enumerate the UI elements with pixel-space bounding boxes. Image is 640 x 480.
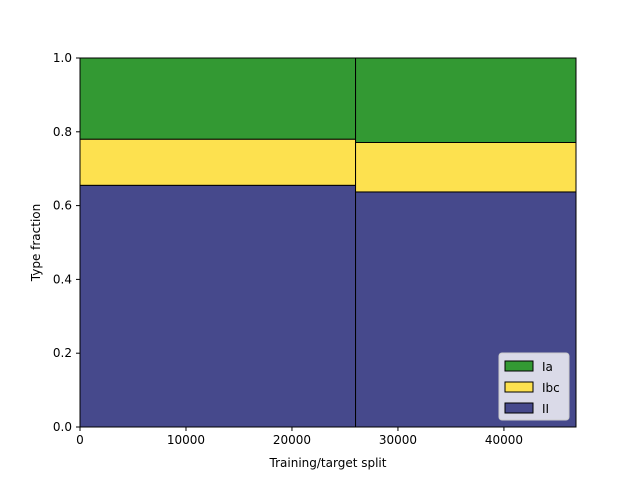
- y-tick-label: 0.2: [53, 346, 72, 360]
- y-tick-label: 0.8: [53, 125, 72, 139]
- bar-ia-1: [355, 57, 577, 144]
- y-tick-label: 0.4: [53, 272, 72, 286]
- legend-label-ia: Ia: [542, 360, 553, 374]
- x-tick-label: 20000: [273, 433, 311, 447]
- legend-label-ibc: Ibc: [542, 381, 560, 395]
- x-tick-label: 0: [76, 433, 84, 447]
- y-tick-label: 1.0: [53, 51, 72, 65]
- bar-ibc-1: [355, 142, 577, 193]
- bar-ii-0: [79, 184, 357, 428]
- bars-group: [79, 57, 577, 428]
- legend: Ia Ibc II: [498, 352, 570, 421]
- x-tick-label: 10000: [167, 433, 205, 447]
- y-axis: 0.0 0.2 0.4 0.6 0.8 1.0: [53, 51, 80, 434]
- y-tick-label: 0.6: [53, 199, 72, 213]
- y-axis-label: Type fraction: [29, 204, 43, 282]
- x-axis-label: Training/target split: [269, 456, 387, 470]
- legend-label-ii: II: [542, 402, 549, 416]
- bar-ia-0: [79, 57, 357, 140]
- legend-swatch-ibc: [504, 381, 534, 393]
- legend-swatch-ii: [504, 402, 534, 414]
- x-tick-label: 40000: [485, 433, 523, 447]
- x-axis: 0 10000 20000 30000 40000: [76, 427, 523, 447]
- y-tick-label: 0.0: [53, 420, 72, 434]
- plot-frame: [79, 57, 577, 428]
- bar-ibc-0: [79, 138, 357, 186]
- x-tick-label: 30000: [379, 433, 417, 447]
- legend-swatch-ia: [504, 360, 534, 372]
